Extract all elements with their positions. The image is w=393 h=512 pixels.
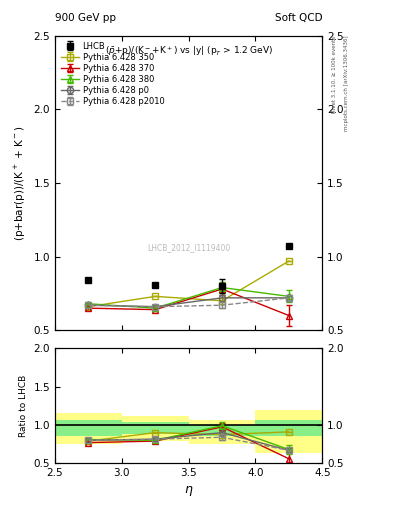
Text: ($\bar{p}$+p)/(K$^-$+K$^+$) vs |y| (p$_T$ > 1.2 GeV): ($\bar{p}$+p)/(K$^-$+K$^+$) vs |y| (p$_T… — [105, 45, 273, 58]
Bar — [255, 420, 322, 436]
Y-axis label: Ratio to LHCB: Ratio to LHCB — [19, 375, 28, 437]
Y-axis label: (p+bar(p))/(K$^+$ + K$^-$): (p+bar(p))/(K$^+$ + K$^-$) — [13, 125, 28, 241]
Bar — [189, 420, 255, 444]
Bar — [55, 413, 122, 444]
Text: Rivet 3.1.10, ≥ 100k events: Rivet 3.1.10, ≥ 100k events — [332, 36, 337, 113]
Bar — [255, 411, 322, 454]
Text: Soft QCD: Soft QCD — [275, 13, 322, 23]
Legend: LHCB, Pythia 6.428 350, Pythia 6.428 370, Pythia 6.428 380, Pythia 6.428 p0, Pyt: LHCB, Pythia 6.428 350, Pythia 6.428 370… — [59, 40, 166, 108]
Text: 900 GeV pp: 900 GeV pp — [55, 13, 116, 23]
Bar — [55, 420, 122, 436]
Bar — [189, 425, 255, 436]
Bar — [122, 422, 189, 434]
Text: mcplots.cern.ch [arXiv:1306.3436]: mcplots.cern.ch [arXiv:1306.3436] — [344, 36, 349, 132]
Text: LHCB_2012_I1119400: LHCB_2012_I1119400 — [147, 243, 230, 252]
X-axis label: $\eta$: $\eta$ — [184, 484, 193, 498]
Bar — [122, 416, 189, 441]
